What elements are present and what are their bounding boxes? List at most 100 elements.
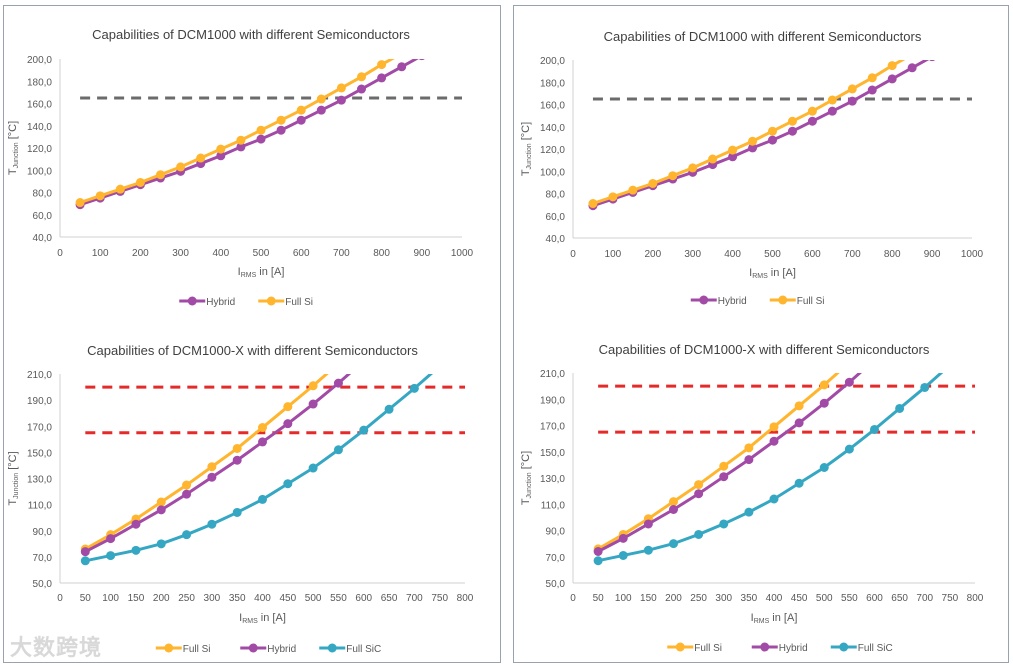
data-point	[945, 361, 954, 370]
plot-area	[75, 59, 425, 210]
y-tick-label: 50,0	[546, 579, 566, 590]
data-point	[156, 170, 165, 180]
data-point	[643, 519, 653, 529]
data-point	[256, 125, 266, 135]
x-tick-label: 750	[942, 593, 959, 604]
x-axis-title-main: I	[239, 612, 242, 624]
series-line-hybrid	[79, 59, 419, 207]
data-point	[276, 115, 286, 125]
data-point	[207, 519, 217, 529]
y-tick-label: 60,0	[546, 212, 566, 223]
data-point	[643, 545, 653, 555]
y-axis-title: TJunction [°C]	[520, 122, 533, 176]
x-tick-label: 100	[92, 248, 109, 259]
chart-title: Capabilities of DCM1000 with different S…	[92, 27, 410, 42]
y-tick-label: 180,0	[27, 77, 52, 88]
y-tick-label: 170,0	[540, 422, 565, 433]
data-point	[870, 424, 879, 434]
data-point	[232, 507, 242, 517]
data-point	[357, 72, 366, 82]
data-point	[768, 126, 777, 136]
y-tick-label: 70,0	[33, 553, 53, 564]
x-axis-title-rest: in [A]	[258, 612, 286, 624]
legend-label: Hybrid	[206, 297, 235, 308]
x-tick-label: 250	[178, 593, 195, 604]
y-axis-title-rest: [°C]	[520, 122, 532, 144]
y-axis-title-main: T	[520, 498, 532, 505]
data-point	[377, 60, 387, 70]
data-point	[669, 505, 678, 514]
x-axis-title-main: I	[749, 267, 752, 279]
legend-marker	[248, 643, 258, 653]
data-point	[182, 489, 192, 499]
x-tick-label: 400	[254, 593, 271, 604]
data-point	[216, 151, 226, 161]
x-axis-title-rest: in [A]	[256, 266, 284, 278]
x-axis-title-sub: RMS	[242, 618, 258, 625]
data-point	[748, 143, 758, 153]
chart-title: Capabilities of DCM1000-X with different…	[87, 343, 418, 358]
x-tick-label: 450	[791, 593, 808, 604]
chart-0: Capabilities of DCM1000 with different S…	[7, 27, 474, 308]
x-axis-title-main: I	[238, 266, 241, 278]
data-point	[156, 505, 166, 515]
y-tick-label: 120,0	[540, 145, 565, 156]
data-point	[844, 444, 854, 454]
data-point	[283, 419, 293, 429]
x-axis-title-sub: RMS	[754, 618, 770, 625]
data-point	[258, 494, 267, 504]
y-tick-label: 210,0	[540, 369, 565, 380]
series-line-full-si	[592, 60, 906, 205]
data-point	[296, 105, 306, 115]
x-tick-label: 800	[373, 248, 390, 259]
y-tick-label: 90,0	[33, 527, 53, 538]
data-point	[593, 556, 603, 566]
chart-title: Capabilities of DCM1000-X with different…	[599, 342, 930, 357]
data-point	[176, 162, 186, 172]
data-point	[236, 135, 246, 145]
data-point	[236, 142, 246, 152]
x-tick-label: 0	[57, 248, 63, 259]
y-tick-label: 180,0	[540, 78, 565, 89]
legend-label: Full Si	[183, 644, 211, 655]
data-point	[768, 135, 777, 145]
y-axis-title-main: T	[7, 499, 19, 506]
x-axis-title-rest: in [A]	[769, 612, 797, 624]
x-tick-label: 200	[665, 593, 682, 604]
legend-marker	[839, 642, 849, 652]
data-point	[694, 480, 704, 490]
x-tick-label: 800	[967, 593, 984, 604]
data-point	[308, 381, 318, 391]
y-axis-title-rest: [°C]	[520, 451, 532, 473]
x-tick-label: 1000	[451, 248, 474, 259]
legend-item: Full Si	[769, 295, 825, 307]
data-point	[807, 106, 817, 116]
legend-marker	[699, 295, 709, 305]
data-point	[135, 177, 145, 187]
data-point	[744, 455, 754, 465]
data-point	[336, 95, 346, 105]
data-point	[920, 382, 930, 392]
data-point	[182, 480, 192, 490]
y-axis-title: TJunction [°C]	[7, 451, 20, 505]
x-tick-label: 400	[724, 249, 741, 260]
data-point	[95, 191, 105, 201]
data-point	[827, 106, 837, 116]
y-axis-title-rest: [°C]	[7, 121, 19, 143]
data-point	[276, 125, 286, 135]
data-point	[708, 154, 718, 164]
data-point	[156, 539, 166, 549]
y-tick-label: 130,0	[540, 474, 565, 485]
y-tick-label: 130,0	[27, 475, 52, 486]
y-tick-label: 90,0	[546, 527, 566, 538]
data-point	[106, 551, 116, 561]
x-axis-title: IRMS in [A]	[751, 612, 798, 625]
data-point	[719, 472, 729, 482]
legend-label: Full SiC	[346, 644, 381, 655]
x-tick-label: 100	[102, 593, 119, 604]
x-tick-label: 900	[924, 249, 941, 260]
data-point	[769, 422, 779, 432]
data-point	[748, 136, 758, 146]
chart-title: Capabilities of DCM1000 with different S…	[604, 29, 922, 44]
data-point	[409, 383, 419, 393]
